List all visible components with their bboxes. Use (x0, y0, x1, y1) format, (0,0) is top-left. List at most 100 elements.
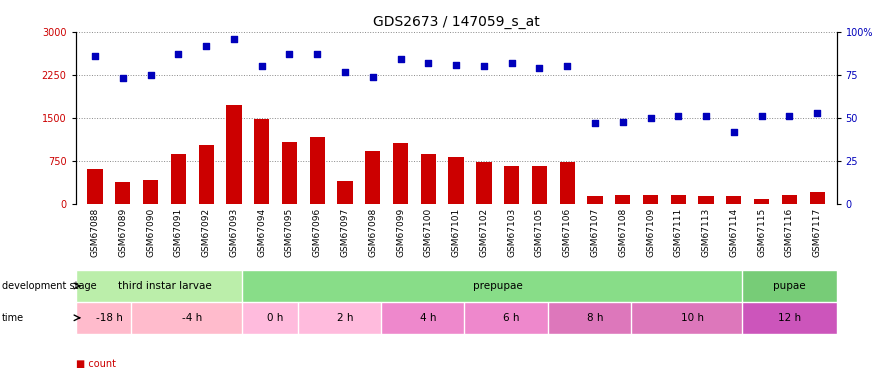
Text: GSM67088: GSM67088 (91, 208, 100, 257)
Text: GSM67114: GSM67114 (729, 208, 739, 257)
Text: GSM67102: GSM67102 (480, 208, 489, 257)
Point (116, 75, 130, 81)
Point (588, 120, 603, 126)
Point (255, 63, 269, 69)
Bar (631, 302, 753, 334)
Point (505, 60, 519, 66)
Text: GSM67111: GSM67111 (674, 208, 683, 257)
Text: time: time (2, 313, 24, 323)
Text: ■ count: ■ count (76, 359, 116, 369)
Text: GSM67099: GSM67099 (396, 208, 405, 257)
Point (810, 110, 824, 116)
Point (449, 62, 464, 68)
Text: GSM67096: GSM67096 (312, 208, 322, 257)
Bar (615, 195, 630, 204)
Text: 0 h: 0 h (267, 313, 284, 323)
Point (88, 53, 102, 59)
Point (143, 72, 158, 78)
Text: GSM67106: GSM67106 (562, 208, 571, 257)
Bar (449, 157, 464, 204)
Point (782, 113, 797, 119)
Point (643, 115, 658, 121)
Point (699, 113, 713, 119)
Bar (282, 142, 297, 204)
Text: GSM67092: GSM67092 (202, 208, 211, 257)
Text: GSM67117: GSM67117 (813, 208, 821, 257)
Bar (810, 192, 825, 204)
Text: GSM67095: GSM67095 (285, 208, 294, 257)
Bar (171, 154, 186, 204)
Text: GSM67090: GSM67090 (146, 208, 155, 257)
Text: 10 h: 10 h (681, 313, 704, 323)
Bar (532, 166, 547, 204)
Bar (587, 196, 603, 204)
Bar (76, 302, 142, 334)
Point (477, 63, 491, 69)
Bar (298, 302, 392, 334)
Text: GSM67109: GSM67109 (646, 208, 655, 257)
Point (421, 60, 435, 66)
Text: GSM67094: GSM67094 (257, 208, 266, 257)
Text: GSM67105: GSM67105 (535, 208, 544, 257)
Point (366, 74, 380, 80)
Text: GSM67097: GSM67097 (341, 208, 350, 257)
Point (338, 69, 352, 75)
Bar (754, 199, 769, 204)
Title: GDS2673 / 147059_s_at: GDS2673 / 147059_s_at (373, 15, 539, 30)
Point (282, 51, 296, 57)
Point (227, 36, 241, 42)
Bar (465, 302, 559, 334)
Text: -18 h: -18 h (95, 313, 123, 323)
Bar (726, 196, 741, 204)
Text: GSM67100: GSM67100 (424, 208, 433, 257)
Point (310, 51, 324, 57)
Bar (781, 195, 797, 204)
Text: GSM67101: GSM67101 (451, 208, 461, 257)
Text: GSM67098: GSM67098 (368, 208, 377, 257)
Bar (643, 195, 659, 204)
Bar (381, 302, 475, 334)
Text: GSM67115: GSM67115 (757, 208, 766, 257)
Bar (242, 270, 753, 302)
Bar (198, 145, 214, 204)
Point (727, 129, 741, 135)
Bar (742, 302, 837, 334)
Bar (365, 152, 380, 204)
Bar (76, 270, 254, 302)
Text: development stage: development stage (2, 281, 96, 291)
Bar (310, 137, 325, 204)
Bar (131, 302, 254, 334)
Point (560, 63, 574, 69)
Bar (547, 302, 643, 334)
Point (199, 43, 214, 49)
Bar (742, 270, 837, 302)
Bar (421, 154, 436, 204)
Bar (671, 195, 686, 204)
Point (532, 65, 546, 71)
Bar (504, 166, 519, 204)
Point (671, 113, 685, 119)
Point (755, 113, 769, 119)
Text: GSM67116: GSM67116 (785, 208, 794, 257)
Bar (393, 143, 409, 204)
Text: GSM67113: GSM67113 (701, 208, 710, 257)
Bar (242, 302, 309, 334)
Text: GSM67107: GSM67107 (590, 208, 600, 257)
Bar (699, 196, 714, 204)
Text: 4 h: 4 h (420, 313, 437, 323)
Point (393, 57, 408, 63)
Text: 6 h: 6 h (504, 313, 520, 323)
Bar (226, 105, 241, 204)
Point (171, 51, 185, 57)
Bar (143, 180, 158, 204)
Text: GSM67091: GSM67091 (174, 208, 183, 257)
Text: 8 h: 8 h (587, 313, 603, 323)
Text: GSM67108: GSM67108 (619, 208, 627, 257)
Text: prepupae: prepupae (473, 281, 522, 291)
Point (616, 118, 630, 124)
Text: 2 h: 2 h (336, 313, 353, 323)
Text: GSM67089: GSM67089 (118, 208, 127, 257)
Bar (87, 169, 102, 204)
Bar (254, 119, 270, 204)
Bar (337, 182, 352, 204)
